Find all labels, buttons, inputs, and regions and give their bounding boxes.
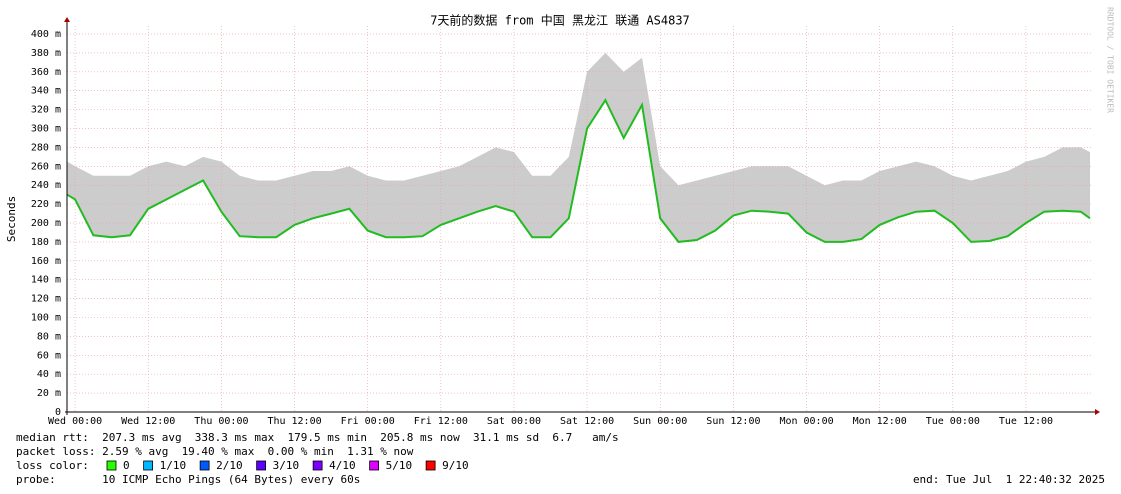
y-tick-label: 360 m bbox=[31, 67, 61, 78]
loss-swatch bbox=[312, 460, 323, 471]
axis-arrow bbox=[1095, 409, 1100, 415]
y-tick-label: 260 m bbox=[31, 161, 61, 172]
x-tick-label: Sun 00:00 bbox=[633, 416, 687, 427]
y-tick-label: 200 m bbox=[31, 218, 61, 229]
y-tick-label: 400 m bbox=[31, 29, 61, 40]
x-tick-label: Fri 12:00 bbox=[414, 416, 468, 427]
y-tick-label: 320 m bbox=[31, 105, 61, 116]
x-tick-label: Wed 12:00 bbox=[121, 416, 175, 427]
y-tick-label: 220 m bbox=[31, 199, 61, 210]
x-tick-label: Mon 12:00 bbox=[853, 416, 907, 427]
x-tick-label: Sat 12:00 bbox=[560, 416, 614, 427]
loss-swatch bbox=[106, 460, 117, 471]
loss-swatch bbox=[143, 460, 154, 471]
x-tick-label: Tue 12:00 bbox=[999, 416, 1053, 427]
y-tick-label: 0 bbox=[55, 407, 61, 418]
y-tick-label: 80 m bbox=[37, 331, 61, 342]
x-tick-label: Thu 00:00 bbox=[194, 416, 248, 427]
x-tick-label: Mon 00:00 bbox=[779, 416, 833, 427]
y-tick-label: 60 m bbox=[37, 350, 61, 361]
loss-swatch bbox=[199, 460, 210, 471]
y-tick-label: 160 m bbox=[31, 256, 61, 267]
x-tick-label: Tue 00:00 bbox=[926, 416, 980, 427]
y-tick-label: 120 m bbox=[31, 294, 61, 305]
loss-entry: 2/10 bbox=[216, 459, 243, 472]
stats-line: median rtt: 207.3 ms avg 338.3 ms max 17… bbox=[16, 431, 619, 444]
loss-entry: 4/10 bbox=[329, 459, 356, 472]
smoke-band bbox=[67, 52, 1090, 242]
y-axis-label: Seconds bbox=[5, 196, 18, 242]
y-tick-label: 300 m bbox=[31, 124, 61, 135]
loss-entry: 1/10 bbox=[160, 459, 187, 472]
x-tick-label: Thu 12:00 bbox=[267, 416, 321, 427]
axis-arrow bbox=[64, 17, 70, 22]
x-tick-label: Sat 00:00 bbox=[487, 416, 541, 427]
loss-swatch bbox=[425, 460, 436, 471]
y-tick-label: 140 m bbox=[31, 275, 61, 286]
loss-label: loss color: bbox=[16, 459, 89, 472]
x-tick-label: Sun 12:00 bbox=[706, 416, 760, 427]
loss-entry: 3/10 bbox=[273, 459, 300, 472]
y-tick-label: 40 m bbox=[37, 369, 61, 380]
loss-swatch bbox=[369, 460, 380, 471]
chart-title: 7天前的数据 from 中国 黑龙江 联通 AS4837 bbox=[430, 13, 690, 28]
loss-swatch bbox=[256, 460, 267, 471]
y-tick-label: 380 m bbox=[31, 48, 61, 59]
loss-entry: 5/10 bbox=[386, 459, 413, 472]
y-tick-label: 280 m bbox=[31, 142, 61, 153]
y-tick-label: 340 m bbox=[31, 86, 61, 97]
x-tick-label: Fri 00:00 bbox=[341, 416, 395, 427]
loss-entry: 0 bbox=[123, 459, 130, 472]
end-time: end: Tue Jul 1 22:40:32 2025 bbox=[913, 473, 1105, 486]
median-line bbox=[66, 98, 1091, 243]
y-tick-label: 180 m bbox=[31, 237, 61, 248]
stats-line: packet loss: 2.59 % avg 19.40 % max 0.00… bbox=[16, 445, 414, 458]
y-tick-label: 20 m bbox=[37, 388, 61, 399]
y-tick-label: 240 m bbox=[31, 180, 61, 191]
probe-line: probe: 10 ICMP Echo Pings (64 Bytes) eve… bbox=[16, 473, 360, 486]
y-tick-label: 100 m bbox=[31, 313, 61, 324]
watermark: RRDTOOL / TOBI OETIKER bbox=[1106, 7, 1115, 113]
loss-entry: 9/10 bbox=[442, 459, 469, 472]
x-tick-label: Wed 00:00 bbox=[48, 416, 102, 427]
